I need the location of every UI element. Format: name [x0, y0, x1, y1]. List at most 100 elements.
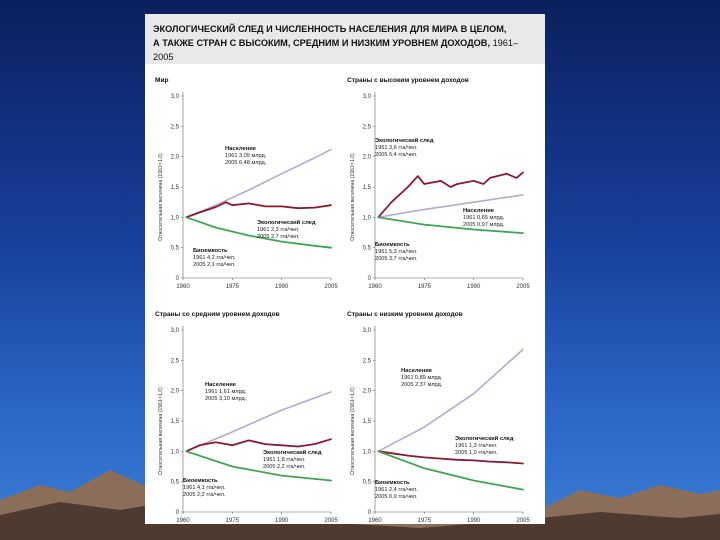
chart-svg: Мир Относительная величина (1961=1,0) 0 0,5… [155, 77, 338, 290]
annotation-line: 2005 1,0 гга/чел. [455, 450, 498, 456]
x-tick-label: 1975 [226, 518, 240, 524]
chart-svg: Страны с низким уровнем доходов Относител… [347, 311, 530, 524]
y-tick-label: 0,5 [363, 480, 372, 486]
annotation-line: 1961 0,89 млрд. [401, 375, 443, 381]
annotation-line: 2005 2,2 гга/чел. [183, 492, 226, 498]
annotation-label: Население [401, 368, 433, 374]
annotation-label: Население [463, 208, 495, 214]
series-line-biocapacity [377, 450, 524, 491]
x-tick-label: 1960 [176, 518, 190, 524]
series-line-population [377, 194, 524, 219]
x-tick-label: 1990 [467, 284, 481, 290]
y-tick-label: 3,0 [171, 328, 180, 334]
y-tick-label: 0 [368, 276, 372, 282]
series-line-biocapacity [185, 450, 332, 482]
annotation-line: 2005 0,97 млрд. [463, 222, 505, 228]
y-tick-label: 1,0 [171, 449, 180, 455]
x-tick-label: 1990 [275, 518, 289, 524]
annotation-line: 1961 4,2 гга/чел. [193, 255, 236, 261]
series-line-footprint [377, 450, 524, 465]
series-line-footprint [377, 171, 524, 219]
series-line-population [377, 348, 524, 453]
annotation-label: Население [225, 146, 257, 152]
annotation-line: 2005 0,9 гга/чел. [375, 494, 418, 500]
y-tick-label: 2,5 [363, 358, 372, 364]
annotation-line: 2005 3,7 гга/чел. [375, 256, 418, 262]
chart-high-income: Страны с высоким уровнем доходов Относите… [345, 72, 535, 300]
y-tick-label: 0 [176, 276, 180, 282]
annotation-line: 1961 5,3 гга/чел. [375, 249, 418, 255]
annotation-label: Биоемкость [193, 248, 228, 254]
annotation-line: 2005 2,1 гга/чел. [193, 262, 236, 268]
annotation-line: 2005 2,37 млрд. [401, 382, 443, 388]
y-tick-label: 2,0 [171, 155, 180, 161]
y-tick-label: 1,0 [363, 449, 372, 455]
x-tick-label: 1960 [368, 284, 382, 290]
series-line-population [185, 391, 332, 453]
chart-svg: Страны с высоким уровнем доходов Относите… [347, 77, 530, 290]
y-tick-label: 1,5 [171, 185, 180, 191]
y-tick-label: 0,5 [363, 246, 372, 252]
x-tick-label: 1975 [418, 518, 432, 524]
series-line-biocapacity [377, 216, 524, 235]
chart-low-income: Страны с низким уровнем доходов Относител… [345, 306, 535, 534]
x-tick-label: 1975 [226, 284, 240, 290]
annotation-line: 1961 2,4 гга/чел. [375, 487, 418, 493]
chart-svg: Страны со средним уровнем доходов Относит… [155, 311, 338, 524]
annotation-line: 1961 1,61 млрд. [205, 389, 247, 395]
y-tick-label: 0,5 [171, 480, 180, 486]
y-tick-label: 0 [368, 510, 372, 516]
x-tick-label: 1960 [368, 518, 382, 524]
annotation-line: 1961 4,1 гга/чел. [183, 485, 226, 491]
slide-figure: ЭКОЛОГИЧЕСКИЙ СЛЕД И ЧИСЛЕННОСТЬ НАСЕЛЕН… [145, 14, 545, 524]
panel-title: Мир [155, 77, 169, 84]
y-tick-label: 2,0 [363, 389, 372, 395]
y-tick-label: 1,0 [171, 215, 180, 221]
y-tick-label: 1,5 [363, 185, 372, 191]
y-axis-label: Относительная величина (1961=1,0) [158, 387, 164, 475]
x-tick-label: 2005 [324, 284, 338, 290]
annotation-line: 1961 3,09 млрд. [225, 153, 267, 159]
x-tick-label: 1960 [176, 284, 190, 290]
annotation-line: 1961 2,3 гга/чел. [257, 227, 300, 233]
annotation-label: Биоемкость [375, 480, 410, 486]
x-tick-label: 2005 [324, 518, 338, 524]
y-tick-label: 0,5 [171, 246, 180, 252]
chart-middle-income: Страны со средним уровнем доходов Относит… [153, 306, 343, 534]
x-tick-label: 1990 [467, 518, 481, 524]
x-tick-label: 2005 [516, 518, 530, 524]
y-axis-label: Относительная величина (1961=1,0) [350, 153, 356, 241]
annotation-line: 1961 1,3 гга/чел. [455, 443, 498, 449]
annotation-line: 1961 3,6 гга/чел. [375, 145, 418, 151]
y-tick-label: 3,0 [363, 328, 372, 334]
x-tick-label: 1990 [275, 284, 289, 290]
annotation-line: 2005 6,48 млрд. [225, 160, 267, 166]
y-tick-label: 2,5 [171, 358, 180, 364]
y-tick-label: 3,0 [363, 94, 372, 100]
x-tick-label: 1975 [418, 284, 432, 290]
panel-title: Страны со средним уровнем доходов [155, 311, 280, 318]
annotation-line: 2005 6,4 гга/чел. [375, 152, 418, 158]
y-tick-label: 2,0 [363, 155, 372, 161]
title-line-1: ЭКОЛОГИЧЕСКИЙ СЛЕД И ЧИСЛЕННОСТЬ НАСЕЛЕН… [153, 24, 507, 34]
y-axis-label: Относительная величина (1961=1,0) [158, 153, 164, 241]
y-tick-label: 1,5 [363, 419, 372, 425]
series-line-footprint [185, 201, 332, 219]
chart-world: Мир Относительная величина (1961=1,0) 0 0,5… [153, 72, 343, 300]
y-tick-label: 3,0 [171, 94, 180, 100]
annotation-line: 1961 1,8 гга/чел. [263, 457, 306, 463]
title-years: 1961–2005 [153, 38, 519, 62]
y-tick-label: 2,5 [363, 124, 372, 130]
y-tick-label: 1,0 [363, 215, 372, 221]
title-line-2: А ТАКЖЕ СТРАН С ВЫСОКИМ, СРЕДНИМ И НИЗКИ… [153, 38, 490, 48]
